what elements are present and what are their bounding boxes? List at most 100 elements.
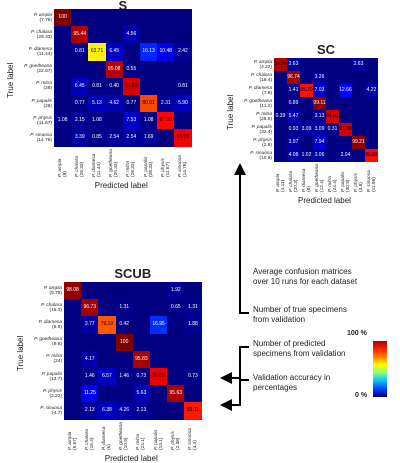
heatmap-cell: [352, 97, 365, 110]
heatmap-cell: 95.63: [167, 385, 185, 403]
column-label: P. sinuosa (11.96): [366, 170, 377, 192]
heatmap-cell: 2.54: [105, 129, 123, 147]
heatmap-cell: [274, 136, 287, 149]
heatmap-cell: [140, 60, 158, 78]
heatmap-cell: [81, 333, 99, 351]
heatmap-cell: [140, 77, 158, 95]
heatmap-cell: 6.38: [98, 402, 116, 420]
arrow-accuracy: [220, 379, 249, 411]
row-label: P. goetheana (22.67): [24, 64, 52, 75]
heatmap-cell: 99.21: [352, 136, 365, 149]
heatmap-cell: [339, 58, 352, 71]
heatmap-cell: [132, 333, 150, 351]
heatmap-cell: [64, 350, 82, 368]
annotation-accuracy: Validation accuracy in percentages: [253, 373, 331, 392]
heatmap-cell: [365, 71, 378, 84]
heatmap-cell: [167, 402, 185, 420]
heatmap-cell: [98, 333, 116, 351]
heatmap-cell: 2.54: [122, 129, 140, 147]
heatmap-cell: 7.53: [122, 112, 140, 130]
heatmap-cell: [132, 282, 150, 300]
row-label: P. chalara (29.33): [31, 29, 52, 40]
heatmap-cell: 0.77: [71, 95, 89, 113]
heatmap-cell: 96.74: [287, 71, 300, 84]
x-axis-label: Predicted label: [298, 196, 351, 205]
heatmap-cell: 16.95: [150, 316, 168, 334]
column-label: P. physis (2.38): [170, 430, 181, 450]
heatmap-cell: [300, 136, 313, 149]
heatmap-cell: 1.69: [140, 129, 158, 147]
heatmap-cell: [105, 26, 123, 44]
y-axis-label: True label: [6, 62, 15, 98]
heatmap-cell: 2.63: [287, 58, 300, 71]
heatmap-cell: 0.73: [132, 368, 150, 386]
heatmap-cell: 1.08: [54, 112, 72, 130]
heatmap-cell: [157, 77, 175, 95]
heatmap-cell: [274, 71, 287, 84]
heatmap-cell: 0.89: [287, 97, 300, 110]
column-label: P. sinuosa (14.78): [178, 154, 188, 177]
x-axis-label: Predicted label: [104, 453, 158, 463]
heatmap-cell: 6.45: [71, 77, 89, 95]
heatmap-cell: [64, 385, 82, 403]
heatmap-cell: [122, 43, 140, 61]
heatmap-cell: [274, 123, 287, 136]
heatmap-cell: [184, 385, 202, 403]
heatmap-cell: [167, 368, 185, 386]
heatmap-cell: 0.42: [115, 316, 133, 334]
heatmap-cell: [300, 71, 313, 84]
heatmap-cell: 7.03: [313, 84, 326, 97]
column-label: P. mitra (24.4): [327, 176, 338, 192]
heatmap-cell: [184, 282, 202, 300]
column-label: P. papalis (13.1): [153, 429, 164, 450]
row-label: P. mitra (24): [46, 354, 62, 365]
heatmap-cell: [326, 97, 339, 110]
heatmap-cell: 1.46: [81, 368, 99, 386]
heatmap-cell: 85.79: [300, 84, 313, 97]
heatmap-cell: [140, 26, 158, 44]
heatmap-cell: 100: [54, 9, 72, 27]
column-label: P. ampla (8): [57, 158, 68, 177]
heatmap-cell: 80.51: [140, 95, 158, 113]
heatmap-cell: [184, 333, 202, 351]
heatmap-cell: [150, 333, 168, 351]
heatmap-cell: [54, 129, 72, 147]
column-label: P. chalara (20.3): [288, 171, 299, 192]
heatmap-cell: [174, 26, 192, 44]
heatmap-cell: 91.53: [122, 77, 140, 95]
column-label: P. sinuosa (4.4): [188, 427, 198, 450]
heatmap-cell: 2.13: [81, 402, 99, 420]
heatmap-cell: 3.09: [300, 123, 313, 136]
column-label: P. chalara (15.4): [84, 428, 95, 450]
y-axis-label: True label: [226, 94, 235, 130]
heatmap-cell: 98.08: [64, 282, 82, 300]
heatmap-cell: 100: [115, 333, 133, 351]
heatmap-cell: 94.74: [274, 58, 287, 71]
heatmap-cell: [326, 149, 339, 162]
heatmap-cell: [71, 9, 89, 27]
heatmap-cell: 88.98: [174, 129, 192, 147]
heatmap-cell: [98, 350, 116, 368]
heatmap-cell: [140, 9, 158, 27]
annotation-predicted-specimens: Number of predicted specimens from valid…: [253, 339, 346, 358]
heatmap-cell: 1.46: [115, 368, 133, 386]
heatmap-cell: 95.08: [105, 60, 123, 78]
heatmap-cell: [174, 112, 192, 130]
colorbar-legend: [373, 341, 387, 397]
row-label: P. diamesa (7.9): [248, 85, 272, 96]
heatmap-cell: 1.41: [287, 84, 300, 97]
heatmap-cell: [150, 402, 168, 420]
heatmap-cell: 5.47: [287, 110, 300, 123]
heatmap-cell: [300, 58, 313, 71]
row-label: P. papalis (13.7): [41, 371, 62, 382]
heatmap-cell: [64, 316, 82, 334]
row-label: P. physis (2.22): [43, 388, 62, 399]
column-label: P. diamesa (6): [102, 426, 112, 450]
heatmap-cell: [64, 402, 82, 420]
heatmap-cell: [98, 385, 116, 403]
heatmap-cell: 2.63: [352, 58, 365, 71]
heatmap-cell: 91.02: [326, 110, 339, 123]
heatmap-cell: [352, 71, 365, 84]
row-label: P. mitra (25.6): [256, 111, 272, 122]
heatmap-cell: [274, 97, 287, 110]
